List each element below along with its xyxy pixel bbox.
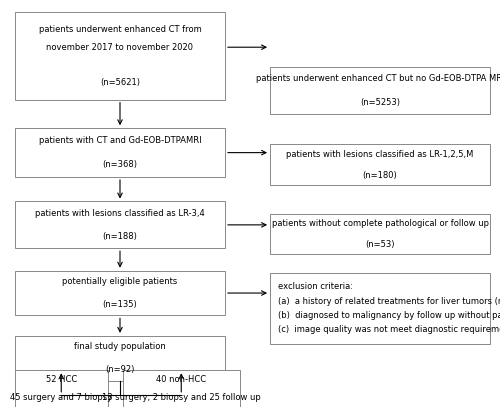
Text: (n=53): (n=53) (365, 240, 395, 249)
Text: 45 surgery and 7 biopsy: 45 surgery and 7 biopsy (10, 393, 113, 403)
Text: patients with CT and Gd-EOB-DTPAMRI: patients with CT and Gd-EOB-DTPAMRI (38, 136, 202, 145)
Text: potentially eligible patients: potentially eligible patients (62, 277, 178, 287)
Text: (n=5253): (n=5253) (360, 98, 400, 107)
Text: patients with lesions classified as LR-1,2,5,M: patients with lesions classified as LR-1… (286, 150, 474, 159)
Text: (n=92): (n=92) (106, 365, 134, 374)
FancyBboxPatch shape (270, 144, 490, 185)
Text: patients without complete pathological or follow up: patients without complete pathological o… (272, 219, 488, 228)
Text: (n=180): (n=180) (362, 171, 398, 179)
Text: november 2017 to november 2020: november 2017 to november 2020 (46, 43, 194, 52)
Text: patients underwent enhanced CT from: patients underwent enhanced CT from (38, 25, 202, 34)
FancyBboxPatch shape (15, 336, 225, 381)
FancyBboxPatch shape (15, 201, 225, 248)
FancyBboxPatch shape (270, 67, 490, 114)
FancyBboxPatch shape (15, 370, 108, 407)
FancyBboxPatch shape (15, 12, 225, 100)
Text: (n=188): (n=188) (102, 232, 138, 241)
Text: (c)  image quality was not meet diagnostic requirements (n=3): (c) image quality was not meet diagnosti… (278, 325, 500, 334)
Text: patients underwent enhanced CT but no Gd-EOB-DTPA MRI: patients underwent enhanced CT but no Gd… (256, 74, 500, 83)
FancyBboxPatch shape (15, 271, 225, 315)
Text: final study population: final study population (74, 342, 166, 352)
Text: patients with lesions classified as LR-3,4: patients with lesions classified as LR-3… (35, 209, 205, 218)
FancyBboxPatch shape (270, 214, 490, 254)
Text: 13 surgery, 2 biopsy and 25 follow up: 13 surgery, 2 biopsy and 25 follow up (102, 393, 260, 403)
Text: (n=135): (n=135) (102, 300, 138, 309)
FancyBboxPatch shape (270, 273, 490, 344)
Text: (n=368): (n=368) (102, 160, 138, 169)
Text: exclusion criteria:: exclusion criteria: (278, 282, 352, 291)
Text: (a)  a history of related treatments for liver tumors (n=32): (a) a history of related treatments for … (278, 297, 500, 306)
Text: (b)  diagnosed to malignancy by follow up without pathology (n=10): (b) diagnosed to malignancy by follow up… (278, 311, 500, 320)
Text: 52 HCC: 52 HCC (46, 375, 77, 384)
FancyBboxPatch shape (122, 370, 240, 407)
Text: (n=5621): (n=5621) (100, 78, 140, 87)
FancyBboxPatch shape (15, 128, 225, 177)
Text: 40 non-HCC: 40 non-HCC (156, 375, 206, 384)
